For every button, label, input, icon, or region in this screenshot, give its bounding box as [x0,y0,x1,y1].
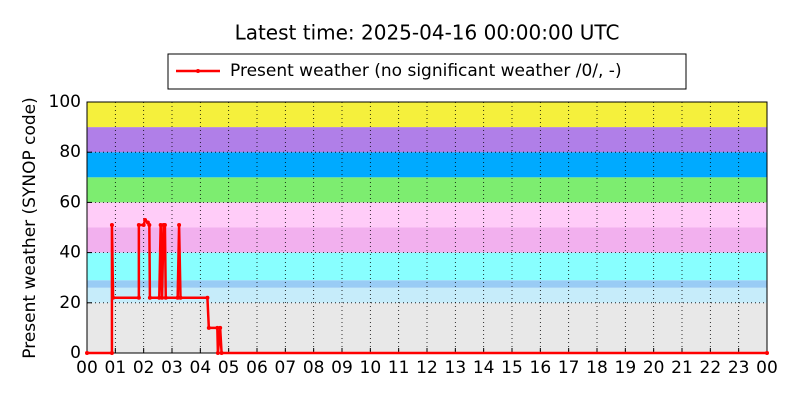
x-tick-label: 10 [360,358,382,378]
x-tick-label: 19 [615,358,637,378]
y-tick-label: 60 [59,192,81,212]
x-tick-label: 22 [700,358,722,378]
background-band [87,152,767,178]
data-point [218,325,223,330]
data-point [158,222,163,227]
data-point [765,351,769,355]
background-band [87,302,767,353]
data-point [143,217,148,222]
legend-marker [196,69,200,73]
x-tick-label: 12 [416,358,438,378]
x-tick-label: 07 [275,358,297,378]
x-tick-label: 15 [501,358,523,378]
data-point [205,295,210,300]
data-point [215,351,220,355]
chart-title: Latest time: 2025-04-16 00:00:00 UTC [235,21,620,45]
y-tick-label: 0 [70,343,81,363]
data-point [111,295,116,300]
x-tick-label: 11 [388,358,410,378]
y-axis-label: Present weather (SYNOP code) [20,97,40,358]
data-point [147,295,152,300]
x-tick-label: 16 [530,358,552,378]
data-point [162,222,167,227]
x-tick-label: 01 [105,358,127,378]
legend-label: Present weather (no significant weather … [230,61,622,81]
x-tick-label: 13 [445,358,467,378]
y-tick-label: 20 [59,293,81,313]
x-tick-label: 21 [671,358,693,378]
data-point [147,222,152,227]
data-point [215,325,220,330]
x-tick-label: 23 [728,358,750,378]
data-point [175,295,180,300]
data-point [157,295,162,300]
data-point [109,351,114,355]
y-tick-label: 100 [49,92,81,112]
x-tick-label: 02 [133,358,155,378]
data-point [136,295,141,300]
data-point [178,295,183,300]
x-tick-label: 20 [643,358,665,378]
background-band [87,227,767,253]
background-band [87,127,767,153]
x-tick-label: 06 [246,358,268,378]
data-point [177,222,182,227]
x-tick-label: 09 [331,358,353,378]
x-tick-label: 04 [190,358,212,378]
data-point [160,295,165,300]
background-band [87,280,767,288]
data-point [136,222,141,227]
legend-box [167,53,687,90]
background-band [87,287,767,303]
x-tick-label: 17 [558,358,580,378]
data-point [85,351,89,355]
x-tick-label: 03 [161,358,183,378]
x-tick-label: 08 [303,358,325,378]
data-point [206,325,211,330]
data-point [219,351,224,355]
x-tick-label: 18 [586,358,608,378]
x-tick-label: 00 [76,358,98,378]
data-point [109,222,114,227]
x-tick-label: 00 [756,358,778,378]
y-tick-label: 80 [59,142,81,162]
x-tick-label: 05 [218,358,240,378]
data-point [141,222,146,227]
data-point [163,295,168,300]
y-tick-label: 40 [59,243,81,263]
x-tick-label: 14 [473,358,495,378]
